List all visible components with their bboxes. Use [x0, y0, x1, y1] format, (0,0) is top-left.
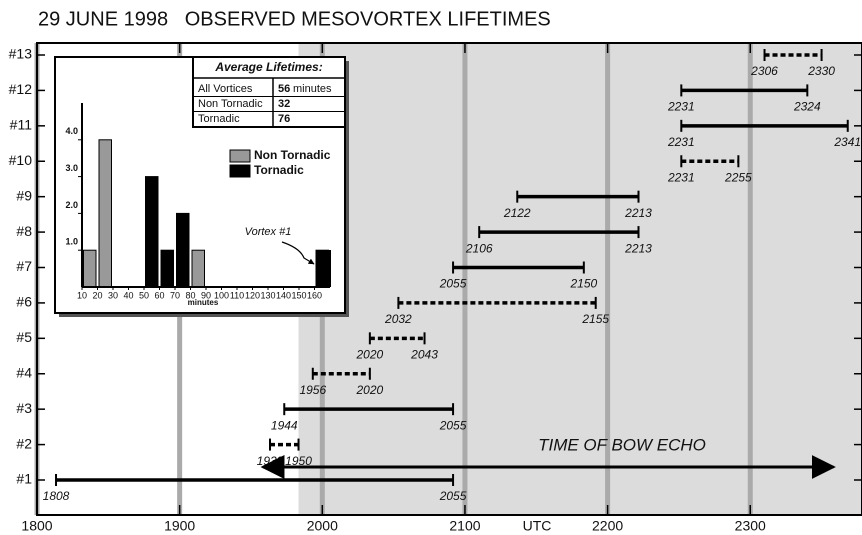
inset-y-tick-label: 2.0: [65, 200, 78, 210]
table-cell: All Vortices: [198, 83, 253, 95]
table-box: [192, 56, 346, 128]
y-tick-label: #9: [16, 187, 32, 203]
y-tick-label: #7: [16, 258, 32, 274]
inset-x-tick-label: 60: [154, 290, 164, 300]
x-tick-label: 2200: [592, 518, 623, 534]
table-cell: Tornadic: [198, 113, 240, 125]
start-label: 2306: [750, 64, 778, 78]
bow-echo-label: TIME OF BOW ECHO: [538, 435, 706, 454]
start-label: 1956: [299, 383, 326, 397]
x-tick-label: 1800: [21, 518, 52, 534]
x-axis-label: UTC: [523, 518, 552, 534]
y-tick-label: #1: [16, 471, 32, 487]
start-label: 2231: [667, 135, 695, 149]
table-unit: minutes: [293, 83, 332, 95]
y-tick-label: #8: [16, 223, 32, 239]
y-tick-label: #5: [16, 329, 32, 345]
end-label: 2213: [624, 241, 652, 255]
bow-echo-shading: [298, 43, 862, 515]
y-tick-label: #4: [16, 364, 32, 380]
end-label: 2155: [581, 312, 609, 326]
inset-x-tick-label: 140: [276, 290, 291, 300]
legend-label: Non Tornadic: [254, 148, 331, 162]
inset-x-tick-label: 160: [307, 290, 322, 300]
y-tick-label: #12: [9, 81, 33, 97]
vortex-arrow: [281, 241, 315, 265]
inset-x-tick-label: 100: [214, 290, 229, 300]
inset-x-tick-label: 130: [260, 290, 275, 300]
table-value: 32: [278, 98, 290, 110]
y-tick-label: #11: [10, 117, 33, 133]
inset-y-tick-label: 4.0: [65, 126, 78, 136]
table-cell: Non Tornadic: [198, 98, 263, 110]
start-label: 2231: [667, 170, 695, 184]
start-label: 2122: [503, 206, 531, 220]
inset-x-tick-label: 30: [108, 290, 118, 300]
inset-x-tick-label: 120: [245, 290, 260, 300]
inset-x-tick-label: 40: [123, 290, 133, 300]
histogram-bar: [160, 249, 174, 288]
vortex-annotation: Vortex #1: [245, 226, 292, 238]
inset-y-tick-label: 1.0: [65, 237, 78, 247]
inset-x-tick-label: 150: [291, 290, 306, 300]
x-tick-label: 2000: [307, 518, 338, 534]
start-label: 2231: [667, 100, 695, 114]
chart-title: 29 JUNE 1998 OBSERVED MESOVORTEX LIFETIM…: [38, 8, 551, 30]
end-label: 2043: [410, 348, 438, 362]
start-label: 1808: [43, 489, 70, 503]
histogram-bar: [98, 139, 112, 288]
x-tick-label: 2300: [735, 518, 766, 534]
y-tick-label: #2: [16, 435, 32, 451]
end-label: 2055: [439, 418, 467, 432]
y-tick-label: #10: [9, 152, 33, 168]
inset-x-tick-label: 80: [185, 290, 195, 300]
inset-x-tick-label: 90: [201, 290, 211, 300]
table-value: 76: [278, 113, 290, 125]
end-label: 2055: [439, 489, 467, 503]
end-label: 2255: [724, 170, 752, 184]
y-tick-label: #13: [9, 46, 33, 62]
end-label: 2150: [569, 277, 597, 291]
end-label: 2020: [356, 383, 384, 397]
histogram-bar: [83, 249, 97, 288]
inset-x-tick-label: 110: [230, 290, 244, 300]
end-label: 2213: [624, 206, 652, 220]
start-label: 2032: [384, 312, 412, 326]
end-label: 2324: [793, 100, 821, 114]
x-tick-label: 2100: [449, 518, 480, 534]
inset-y-tick-label: 3.0: [65, 163, 78, 173]
start-label: 1944: [271, 418, 298, 432]
inset-x-tick-label: 70: [170, 290, 180, 300]
start-label: 2055: [439, 277, 467, 291]
start-label: 2106: [465, 241, 493, 255]
plot-frame: [36, 42, 862, 516]
legend-label: Tornadic: [254, 163, 304, 177]
legend-swatch: [229, 164, 251, 178]
end-label: 2341: [833, 135, 861, 149]
inset-x-tick-label: 10: [77, 290, 87, 300]
histogram-bar: [315, 249, 329, 288]
inset-x-axis-label: minutes: [188, 298, 219, 307]
y-tick-label: #3: [16, 400, 32, 416]
inset-x-tick-label: 20: [92, 290, 102, 300]
histogram-bar: [191, 249, 205, 288]
y-tick-label: #6: [16, 294, 32, 310]
histogram-bar: [176, 212, 190, 288]
legend-swatch: [229, 149, 251, 163]
x-tick-label: 1900: [164, 518, 195, 534]
table-value: 56: [278, 83, 290, 95]
start-label: 2020: [356, 348, 384, 362]
inset-x-tick-label: 50: [139, 290, 149, 300]
end-label: 2330: [807, 64, 835, 78]
histogram-bar: [145, 176, 159, 288]
table-title: Average Lifetimes:: [214, 60, 322, 74]
